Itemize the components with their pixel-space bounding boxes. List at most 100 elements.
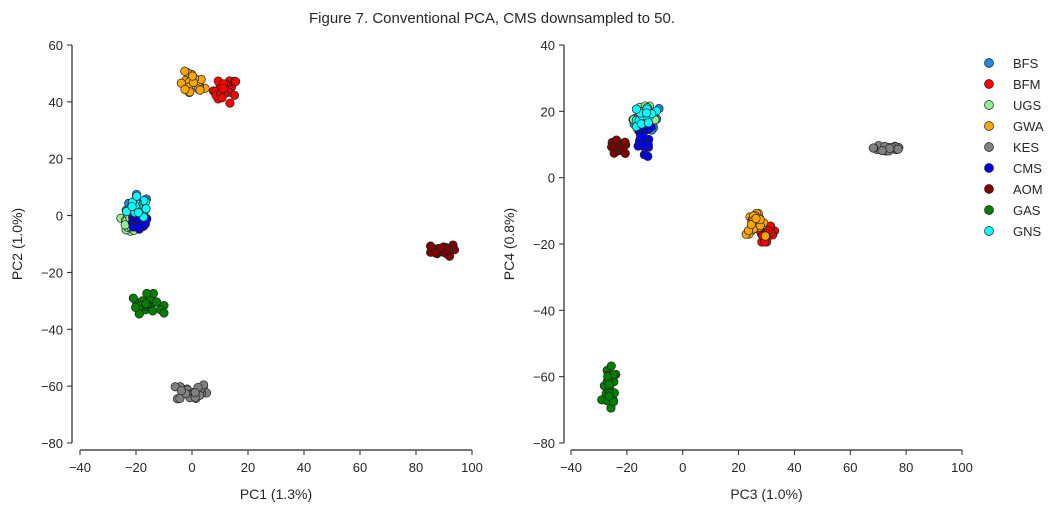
- point-gns: [631, 104, 641, 114]
- point-gns: [643, 118, 653, 128]
- point-cms: [133, 222, 143, 232]
- y-tick-label: −60: [533, 370, 555, 385]
- point-gwa: [180, 84, 190, 94]
- x-tick-label: 100: [461, 460, 483, 475]
- point-bfm: [225, 98, 235, 108]
- legend-item-bfs: BFS: [984, 56, 1039, 71]
- point-gas: [141, 299, 151, 309]
- point-bfm: [231, 76, 241, 87]
- legend-item-ugs: UGS: [984, 98, 1042, 113]
- legend-label: KES: [1013, 140, 1039, 155]
- legend-label: GAS: [1013, 203, 1041, 218]
- point-gwa: [751, 213, 761, 224]
- series-gas: [128, 288, 169, 319]
- point-gns: [132, 191, 142, 201]
- point-kes: [877, 146, 887, 156]
- point-gns: [141, 204, 151, 214]
- point-kes: [868, 143, 878, 153]
- x-tick-label: 60: [353, 460, 367, 475]
- series-gwa: [741, 208, 770, 241]
- point-kes: [893, 144, 903, 154]
- legend-marker: [984, 184, 994, 194]
- legend-marker: [984, 79, 994, 89]
- y-tick-label: 20: [49, 152, 63, 167]
- legend-marker: [984, 142, 994, 152]
- series-kes: [868, 140, 904, 156]
- series-aom: [607, 135, 631, 158]
- y-tick-label: −40: [533, 303, 555, 318]
- y-tick-label: 40: [541, 38, 555, 53]
- figure-title: Figure 7. Conventional PCA, CMS downsamp…: [309, 10, 675, 27]
- point-aom: [426, 241, 436, 251]
- point-gas: [142, 288, 152, 299]
- x-tick-label: −20: [125, 460, 147, 475]
- y-axis-label: PC4 (0.8%): [501, 208, 517, 280]
- x-tick-label: 100: [951, 460, 973, 475]
- x-tick-label: −20: [616, 460, 638, 475]
- point-gas: [604, 379, 614, 389]
- x-tick-label: 0: [679, 460, 686, 475]
- legend-label: BFM: [1013, 77, 1040, 92]
- legend-item-gwa: GWA: [984, 119, 1044, 134]
- point-kes: [885, 143, 895, 153]
- point-kes: [190, 388, 200, 398]
- series-aom: [426, 240, 460, 261]
- legend-marker: [984, 226, 994, 236]
- point-cms: [639, 140, 649, 150]
- y-tick-label: 40: [49, 95, 63, 110]
- point-aom: [620, 137, 630, 147]
- x-tick-label: −40: [560, 460, 582, 475]
- legend-marker: [984, 58, 994, 68]
- point-gwa: [180, 66, 190, 76]
- point-gas: [130, 302, 141, 312]
- series-kes: [170, 380, 212, 404]
- x-tick-label: 60: [843, 460, 857, 475]
- point-gas: [148, 306, 158, 316]
- point-aom: [611, 135, 621, 145]
- legend-label: BFS: [1013, 56, 1039, 71]
- point-gas: [152, 297, 162, 307]
- legend-label: GNS: [1013, 224, 1042, 239]
- y-tick-label: 0: [548, 171, 555, 186]
- series-gns: [122, 191, 151, 222]
- point-gas: [159, 308, 169, 318]
- x-tick-label: 80: [409, 460, 423, 475]
- point-bfm: [230, 90, 240, 100]
- legend-marker: [984, 205, 994, 215]
- legend-item-gas: GAS: [984, 203, 1041, 218]
- point-aom: [620, 148, 630, 158]
- x-axis-label: PC3 (1.0%): [730, 486, 802, 502]
- scatter-plot-left: −40 −20 0 20 40 60 80 100 −80 −60 −40 −20 0 20 40 60 PC1…: [9, 38, 483, 502]
- legend-label: CMS: [1013, 161, 1042, 176]
- point-gwa: [195, 85, 205, 95]
- point-kes: [176, 386, 186, 396]
- legend-item-cms: CMS: [984, 161, 1042, 176]
- y-tick-label: −20: [533, 237, 555, 252]
- legend-marker: [984, 163, 994, 173]
- point-bfm: [218, 83, 228, 93]
- legend-label: GWA: [1013, 119, 1044, 134]
- x-tick-label: −40: [69, 460, 91, 475]
- legend-item-kes: KES: [984, 140, 1039, 155]
- legend: BFS BFM UGS GWA KES CMS AOM GAS GNS: [984, 56, 1044, 239]
- legend-label: UGS: [1013, 98, 1042, 113]
- point-gas: [604, 391, 614, 401]
- legend-marker: [984, 121, 994, 131]
- point-gns: [133, 208, 143, 218]
- point-gwa: [187, 71, 198, 81]
- point-gwa: [746, 220, 756, 230]
- legend-label: AOM: [1013, 182, 1043, 197]
- y-tick-label: −40: [41, 322, 63, 337]
- point-cms: [643, 151, 653, 161]
- y-tick-label: −80: [41, 436, 63, 451]
- x-tick-label: 20: [241, 460, 255, 475]
- legend-marker: [984, 100, 994, 110]
- x-tick-label: 20: [731, 460, 745, 475]
- y-axis-label: PC2 (1.0%): [9, 208, 25, 280]
- x-tick-label: 0: [188, 460, 195, 475]
- x-tick-label: 40: [787, 460, 801, 475]
- scatter-plot-right: −40 −20 0 20 40 60 80 100 −80 −60 −40 −20 0 20 40 PC3 (…: [501, 38, 973, 502]
- point-aom: [430, 248, 440, 258]
- legend-item-bfm: BFM: [984, 77, 1040, 92]
